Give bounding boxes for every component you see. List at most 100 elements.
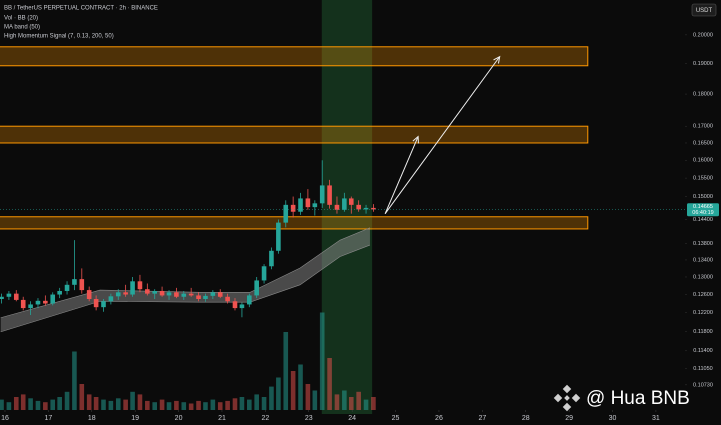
chart-title: BB / TetherUS PERPETUAL CONTRACT · 2h · … xyxy=(4,6,158,12)
currency[interactable]: USDT xyxy=(696,8,713,14)
candle-body xyxy=(35,300,41,305)
volume-bar xyxy=(115,398,121,410)
volume-bar xyxy=(312,390,318,410)
candle-body xyxy=(225,296,230,302)
zone xyxy=(0,216,589,230)
volume-bar xyxy=(261,397,267,410)
candle-body xyxy=(348,198,354,205)
volume-bar xyxy=(152,402,158,410)
volume-bar xyxy=(145,400,150,410)
candle-body xyxy=(283,204,289,223)
zone xyxy=(0,125,589,144)
candle-body xyxy=(196,295,201,300)
watermark: @ Hua BNB xyxy=(586,388,690,409)
candle-body xyxy=(261,266,267,281)
candle-body xyxy=(334,204,340,210)
candle-body xyxy=(86,290,92,300)
candle-body xyxy=(123,292,128,295)
candle-body xyxy=(0,296,4,300)
y-tick-label: 0.11050 xyxy=(693,366,712,372)
candle-body xyxy=(130,281,135,295)
volume-bar xyxy=(64,391,70,410)
candle-body xyxy=(312,203,318,208)
x-tick-label: 27 xyxy=(478,415,486,422)
volume-bar xyxy=(290,371,296,410)
countdown: 06:40:19 xyxy=(692,210,713,216)
x-tick-label: 16 xyxy=(1,415,9,422)
candle-body xyxy=(152,290,158,294)
candle-body xyxy=(20,299,26,309)
x-tick-label: 19 xyxy=(131,415,139,422)
y-tick-label: 0.13800 xyxy=(693,241,713,247)
candle-body xyxy=(181,293,187,297)
x-tick-label: 23 xyxy=(305,415,313,422)
x-tick-label: 25 xyxy=(392,415,400,422)
currency-box[interactable] xyxy=(691,3,717,17)
candle-body xyxy=(43,300,48,304)
x-tick-label: 31 xyxy=(652,415,660,422)
candle-body xyxy=(188,293,194,296)
indicator-label: Vol · BB (20) xyxy=(4,16,38,22)
volume-bar xyxy=(43,402,48,410)
y-tick-label: 0.10730 xyxy=(693,382,713,388)
candle-body xyxy=(298,198,303,212)
candle-body xyxy=(254,280,259,296)
volume-bar xyxy=(188,403,194,410)
y-tick-label: 0.15500 xyxy=(693,176,713,182)
volume-bar xyxy=(50,399,56,410)
x-tick-label: 18 xyxy=(88,415,96,422)
volume-bar xyxy=(196,400,201,410)
x-tick-label: 22 xyxy=(261,415,269,422)
x-tick-label: 28 xyxy=(522,415,530,422)
x-tick-label: 17 xyxy=(44,415,52,422)
volume-bar xyxy=(371,397,376,410)
y-tick-label: 0.13400 xyxy=(693,257,713,263)
arrow-head xyxy=(493,55,501,64)
x-tick-label: 30 xyxy=(609,415,617,422)
volume-bar xyxy=(137,394,143,410)
volume-bar xyxy=(276,377,281,410)
candle-body xyxy=(371,207,376,210)
volume-bar xyxy=(28,398,33,410)
candle-body xyxy=(269,250,274,267)
volume-bar xyxy=(203,402,208,410)
candle-body xyxy=(356,204,361,210)
volume-bar xyxy=(239,397,245,410)
candle-body xyxy=(79,279,85,291)
candle-body xyxy=(72,279,77,285)
volume-bar xyxy=(327,358,332,410)
candle-body xyxy=(174,292,179,297)
y-tick-label: 0.14400 xyxy=(693,217,713,223)
volume-bar xyxy=(217,402,223,410)
volume-bar xyxy=(181,402,187,410)
volume-bar xyxy=(174,400,179,410)
volume-bar xyxy=(166,402,172,410)
candle-body xyxy=(159,290,165,296)
y-tick-label: 0.20000 xyxy=(693,32,713,38)
volume-bar xyxy=(13,397,19,410)
volume-bar xyxy=(6,402,12,410)
candle-body xyxy=(145,289,150,294)
volume-bar xyxy=(35,400,41,410)
candle-body xyxy=(247,295,252,305)
ma-band-upper xyxy=(0,227,371,319)
arrow-head xyxy=(412,135,419,144)
volume-bar xyxy=(20,394,26,410)
volume-bar xyxy=(356,391,361,410)
y-tick-label: 0.11400 xyxy=(693,348,712,354)
volume-bar xyxy=(123,399,128,410)
candle-body xyxy=(290,204,296,212)
candle-body xyxy=(101,301,106,308)
y-tick-label: 0.13000 xyxy=(693,274,713,280)
x-tick-label: 21 xyxy=(218,415,226,422)
y-tick-label: 0.11800 xyxy=(693,329,712,335)
y-tick-label: 0.12600 xyxy=(693,292,713,298)
x-tick-label: 29 xyxy=(565,415,573,422)
volume-bar xyxy=(254,394,259,410)
volume-bar xyxy=(342,390,347,410)
x-tick-label: 20 xyxy=(175,415,183,422)
ma-band xyxy=(0,227,370,332)
